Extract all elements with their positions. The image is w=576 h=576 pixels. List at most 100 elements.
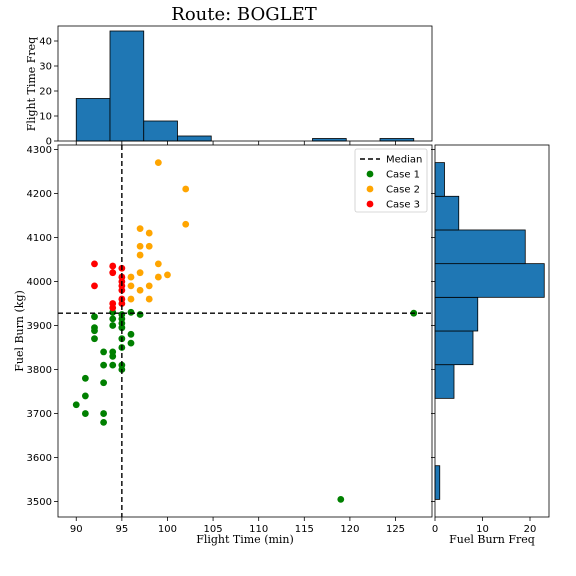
scatter-point-case-1 [100,410,108,417]
scatter-xtick-label: 95 [115,524,128,535]
scatter-point-case-1 [81,374,89,382]
scatter-point-case-1 [109,361,117,369]
legend-label-case-3: Case 3 [386,200,420,211]
legend-box [354,148,428,213]
scatter-point-case-3 [118,300,126,307]
scatter-point-case-1 [127,339,135,347]
top-hist-ytick-label: 30 [39,62,52,73]
scatter-point-case-1 [109,322,117,329]
scatter-plot: 90 95 100 105 110 115 120 125 3500 3600 3700 3800 39… [27,141,435,535]
legend-swatch-case-1 [366,170,374,178]
scatter-point-case-1 [100,379,108,387]
right-hist-xtick-label: 20 [524,524,537,535]
chart-title: Route: BOGLET [171,4,316,25]
flight-time-bar [109,30,145,142]
scatter-point-case-1 [100,361,108,369]
scatter-point-case-2 [145,282,153,290]
scatter-point-case-2 [127,273,135,281]
scatter-point-case-1 [127,308,135,316]
scatter-point-case-1 [337,495,345,503]
scatter-point-case-1 [81,392,89,400]
scatter-point-case-2 [145,229,153,237]
scatter-point-case-1 [72,401,80,409]
right-hist-xlabel: Fuel Burn Freq [449,533,535,546]
top-hist-ytick-label: 20 [39,87,52,98]
flight-time-histogram: 0 10 20 30 40 [39,25,433,148]
scatter-ytick-label: 4200 [27,189,52,200]
scatter-point-case-1 [100,418,108,426]
right-hist-xtick-label: 0 [432,524,438,535]
scatter-point-case-2 [136,242,144,250]
scatter-ytick-label: 3600 [27,453,52,464]
scatter-point-case-2 [164,271,171,279]
scatter-ytick-label: 3800 [27,365,52,376]
fuel-burn-bar [434,330,474,366]
scatter-xlabel: Flight Time (min) [196,533,294,546]
legend-label-case-1: Case 1 [386,170,420,181]
legend-label-case-2: Case 2 [386,185,420,196]
flight-time-bar [143,120,178,142]
scatter-point-case-2 [154,260,162,268]
legend-swatch-case-3 [366,200,374,208]
scatter-point-case-2 [127,295,135,303]
scatter-point-case-2 [136,251,144,259]
scatter-point-case-2 [127,282,135,290]
scatter-ytick-label: 4100 [27,233,52,244]
scatter-point-case-1 [91,313,98,321]
scatter-point-case-1 [81,410,89,417]
scatter-ytick-label: 3700 [27,409,52,420]
scatter-xtick-label: 100 [158,524,177,535]
fuel-burn-bar [434,162,445,197]
top-hist-ytick-label: 10 [39,112,52,123]
scatter-ytick-label: 4300 [27,145,52,156]
top-hist-frame [57,25,433,142]
scatter-point-case-1 [109,352,117,360]
fuel-burn-bar [434,229,526,265]
scatter-point-case-2 [136,286,144,294]
scatter-xtick-label: 115 [295,524,314,535]
scatter-point-case-1 [127,330,135,338]
scatter-ytick-label: 3900 [27,321,52,332]
scatter-point-case-1 [118,324,126,332]
scatter-point-case-1 [100,348,108,356]
legend: Median Case 1 Case 2 Case 3 [354,148,428,213]
scatter-point-case-3 [91,282,98,290]
right-hist-frame [434,144,550,518]
legend-swatch-case-2 [366,185,374,193]
scatter-point-case-3 [109,269,117,277]
fuel-burn-bar [434,465,441,500]
scatter-frame [57,144,433,518]
scatter-point-case-3 [109,262,117,270]
scatter-point-case-2 [182,220,190,228]
top-hist-ylabel: Flight Time Freq [25,37,38,131]
scatter-point-case-1 [109,315,117,323]
scatter-point-case-1 [91,327,98,335]
right-hist-xtick-label: 10 [476,524,489,535]
scatter-ytick-label: 4000 [27,277,52,288]
scatter-point-case-2 [136,225,144,233]
scatter-point-case-1 [136,311,144,318]
legend-label-median: Median [386,155,422,166]
scatter-point-case-2 [182,185,190,193]
scatter-xtick-label: 110 [249,524,268,535]
scatter-point-case-2 [145,295,153,303]
fuel-burn-bar [434,263,545,298]
scatter-xtick-label: 125 [386,524,405,535]
scatter-point-case-2 [136,269,144,277]
fuel-burn-bar [434,195,460,231]
scatter-ylabel: Fuel Burn (kg) [13,290,26,372]
fuel-burn-bar [434,296,479,332]
top-hist-ytick-label: 0 [46,137,52,148]
top-hist-ytick-label: 40 [39,37,52,48]
scatter-point-case-1 [91,335,98,343]
fuel-burn-histogram: 0 10 20 [432,144,550,535]
scatter-point-case-2 [154,159,162,167]
scatter-point-case-2 [154,273,162,281]
scatter-xtick-label: 105 [204,524,223,535]
scatter-xtick-label: 120 [340,524,359,535]
scatter-ytick-label: 3500 [27,497,52,508]
flight-time-bar [177,135,212,142]
flight-time-bar [75,98,111,142]
scatter-point-case-3 [91,260,98,268]
